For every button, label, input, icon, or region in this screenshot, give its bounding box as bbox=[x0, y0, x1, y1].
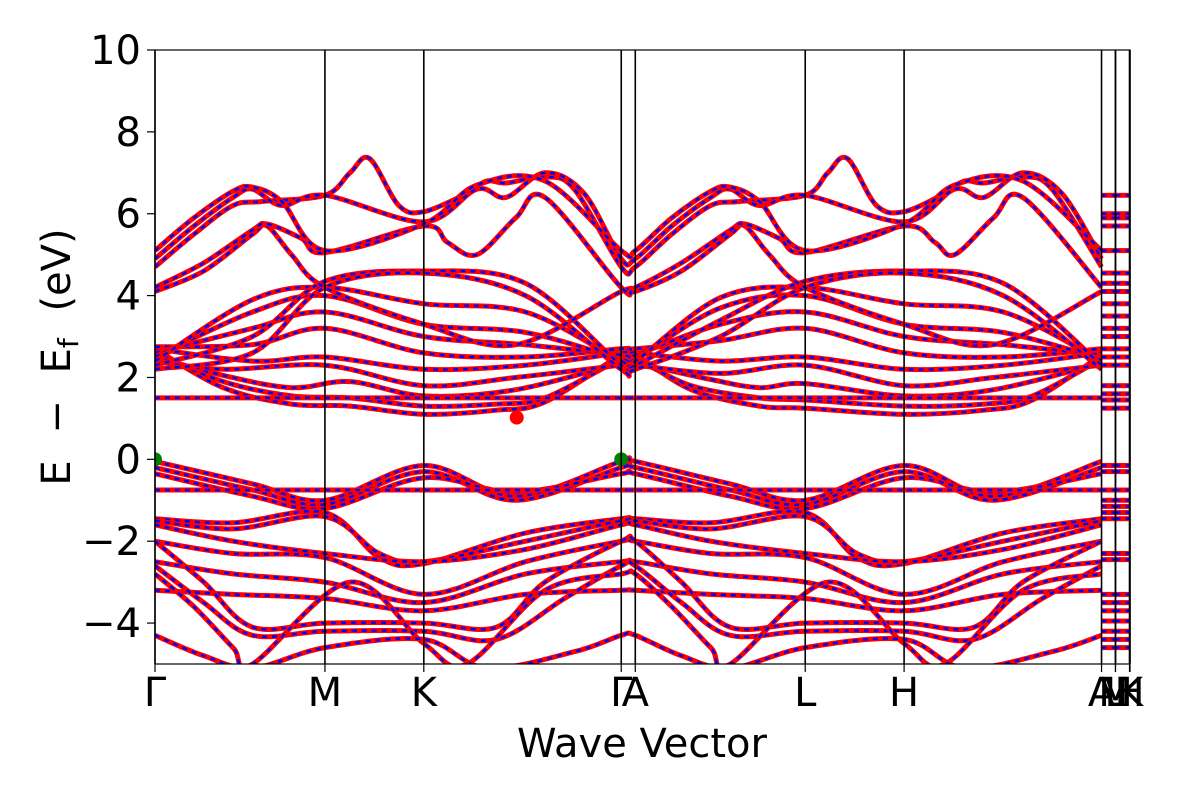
vbm-marker bbox=[155, 452, 162, 467]
y-tick-label: 2 bbox=[116, 355, 141, 401]
y-label-ef-sub: f bbox=[52, 337, 85, 348]
x-tick-label: M bbox=[1098, 670, 1133, 716]
conduction-band-blue bbox=[155, 271, 1103, 378]
conduction-band-red bbox=[155, 170, 1104, 268]
x-axis-label: Wave Vector bbox=[517, 721, 768, 767]
y-label-unit: (eV) bbox=[34, 228, 80, 311]
conduction-band-blue bbox=[155, 193, 1103, 297]
y-tick-label: −4 bbox=[82, 601, 141, 647]
plot-frame bbox=[154, 49, 1131, 665]
valence-band-blue bbox=[155, 521, 1102, 563]
y-label-minus: − bbox=[34, 400, 80, 434]
x-tick-label: H bbox=[1114, 670, 1144, 716]
valence-band-red bbox=[155, 558, 1103, 644]
x-tick-label: A bbox=[622, 670, 650, 716]
valence-band-blue bbox=[155, 631, 1102, 664]
y-tick-label: 4 bbox=[116, 274, 141, 320]
x-tick-label: K bbox=[411, 670, 439, 716]
y-tick-label: 8 bbox=[116, 110, 141, 156]
valence-band-red bbox=[155, 461, 1103, 508]
x-tick-label: H bbox=[889, 670, 919, 716]
y-axis: −4 −2 0 2 4 6 8 10 bbox=[82, 28, 155, 647]
x-tick-label: L bbox=[1104, 670, 1127, 716]
y-axis-label: E − Ef (eV) bbox=[34, 228, 88, 485]
x-tick-label: A bbox=[1088, 670, 1116, 716]
valence-band-blue bbox=[155, 456, 1102, 502]
conduction-band-blue bbox=[155, 359, 1102, 388]
valence-band-red bbox=[155, 587, 1102, 614]
y-tick-label: −2 bbox=[82, 519, 141, 565]
x-tick-label: Γ bbox=[144, 670, 167, 716]
y-label-e: E bbox=[34, 460, 80, 485]
x-tick-label: M bbox=[308, 670, 343, 716]
conduction-band-blue bbox=[155, 156, 1103, 276]
x-tick-label: K bbox=[1117, 670, 1145, 716]
valence-band-blue bbox=[155, 469, 1102, 511]
x-tick-label: L bbox=[794, 670, 817, 716]
conduction-band-blue bbox=[155, 310, 1102, 359]
y-tick-label: 10 bbox=[90, 28, 141, 74]
plot-area bbox=[155, 154, 1130, 664]
x-tick-label: Γ bbox=[610, 670, 633, 716]
valence-band-blue bbox=[155, 569, 1102, 664]
cbm-marker bbox=[509, 410, 524, 425]
y-tick-label: 6 bbox=[116, 192, 141, 238]
y-tick-label: 0 bbox=[116, 437, 141, 483]
y-label-ef: E bbox=[34, 348, 80, 373]
